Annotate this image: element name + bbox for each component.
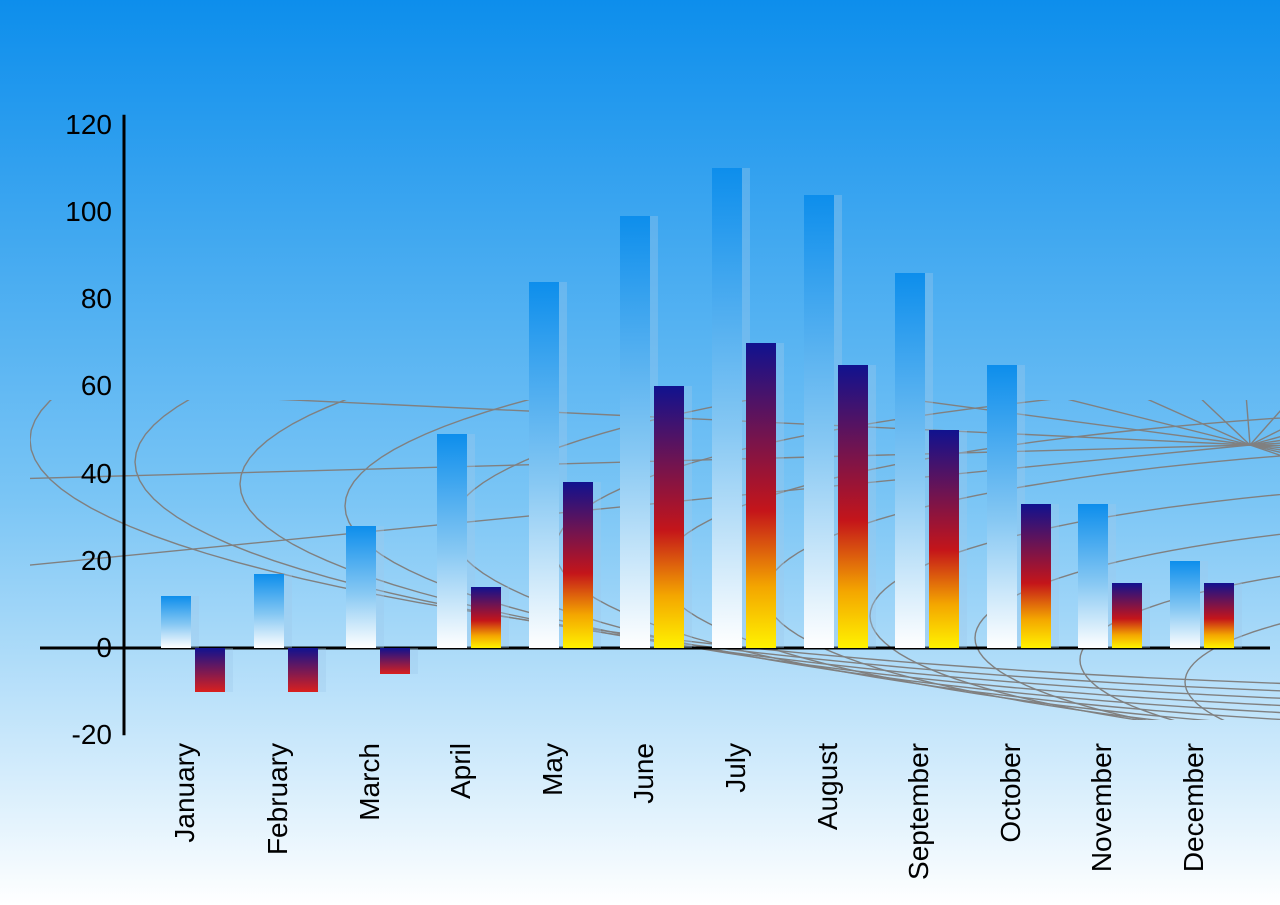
bar-series-b: [563, 482, 593, 648]
x-category-label: January: [169, 743, 201, 843]
y-tick-label: 80: [81, 283, 112, 315]
bar-series-b: [288, 648, 318, 692]
x-category-label: September: [903, 743, 935, 880]
y-tick-label: 20: [81, 545, 112, 577]
bar-series-b: [746, 343, 776, 648]
bar-series-b: [838, 365, 868, 648]
x-category-label: June: [628, 743, 660, 804]
bar-series-b: [380, 648, 410, 674]
x-category-label: May: [537, 743, 569, 796]
x-category-label: August: [812, 743, 844, 830]
bar-series-a: [254, 574, 284, 648]
bar-chart: -20 0 20 40 60 80 100 120 January February March A…: [0, 0, 1280, 905]
bar-series-a: [620, 216, 650, 648]
bar-series-a: [346, 526, 376, 648]
x-category-label: November: [1086, 743, 1118, 872]
bar-series-b: [1021, 504, 1051, 648]
bar-series-a: [712, 168, 742, 648]
bar-series-a: [529, 282, 559, 648]
bar-series-a: [987, 365, 1017, 648]
x-category-label: July: [720, 743, 752, 793]
bar-series-b: [1112, 583, 1142, 648]
x-category-label: March: [354, 743, 386, 821]
x-category-label: February: [262, 743, 294, 855]
y-tick-label: 0: [96, 632, 112, 664]
y-tick-label: 120: [65, 109, 112, 141]
x-category-label: April: [445, 743, 477, 799]
bar-series-b: [1204, 583, 1234, 648]
bar-series-a: [1078, 504, 1108, 648]
bar-series-b: [471, 587, 501, 648]
chart-container: -20 0 20 40 60 80 100 120 January February March A…: [0, 0, 1280, 905]
bar-series-a: [1170, 561, 1200, 648]
bar-series-b: [929, 430, 959, 648]
bar-series-b: [195, 648, 225, 692]
bar-series-a: [895, 273, 925, 648]
bar-series-b: [654, 386, 684, 648]
y-tick-label: 40: [81, 458, 112, 490]
y-tick-label: 60: [81, 370, 112, 402]
y-tick-label: -20: [72, 719, 112, 751]
y-tick-label: 100: [65, 196, 112, 228]
x-category-label: October: [995, 743, 1027, 843]
bar-series-a: [804, 195, 834, 648]
bar-series-a: [437, 434, 467, 648]
bar-series-a: [161, 596, 191, 648]
x-category-label: December: [1178, 743, 1210, 872]
